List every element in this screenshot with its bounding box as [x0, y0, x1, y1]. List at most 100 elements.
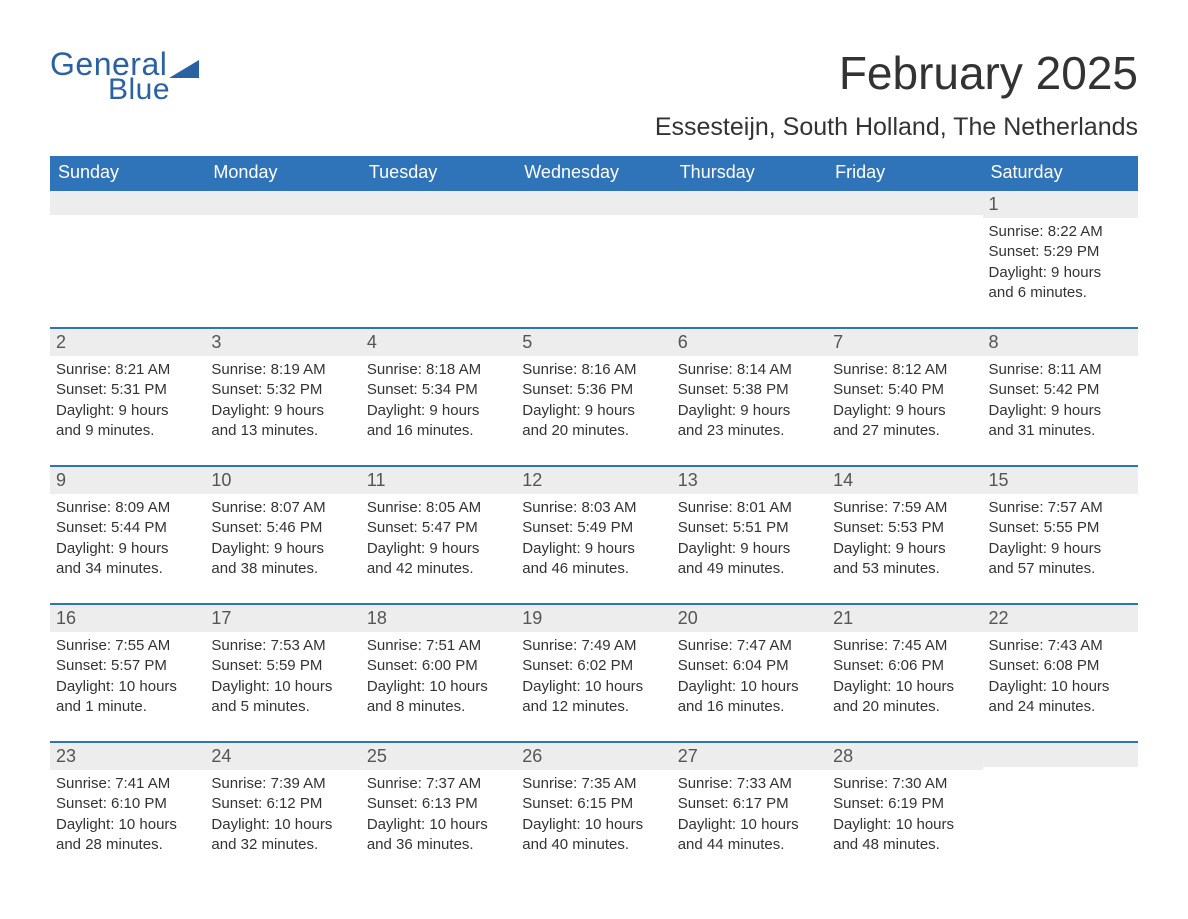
day-cell [361, 189, 516, 327]
day-details [50, 215, 205, 311]
day-number: 22 [983, 603, 1138, 632]
day-daylight1: Daylight: 10 hours [678, 677, 821, 697]
day-cell: 21Sunrise: 7:45 AMSunset: 6:06 PMDayligh… [827, 603, 982, 741]
col-header-monday: Monday [205, 156, 360, 189]
day-number: 21 [827, 603, 982, 632]
day-daylight2: and 27 minutes. [833, 421, 976, 441]
day-number: 2 [50, 327, 205, 356]
day-number: 14 [827, 465, 982, 494]
day-number: 16 [50, 603, 205, 632]
day-daylight1: Daylight: 9 hours [367, 401, 510, 421]
day-cell: 13Sunrise: 8:01 AMSunset: 5:51 PMDayligh… [672, 465, 827, 603]
day-number: 1 [983, 189, 1138, 218]
day-daylight2: and 31 minutes. [989, 421, 1132, 441]
day-details: Sunrise: 8:16 AMSunset: 5:36 PMDaylight:… [516, 356, 671, 465]
day-cell: 25Sunrise: 7:37 AMSunset: 6:13 PMDayligh… [361, 741, 516, 879]
day-cell: 27Sunrise: 7:33 AMSunset: 6:17 PMDayligh… [672, 741, 827, 879]
day-daylight1: Daylight: 9 hours [678, 401, 821, 421]
day-daylight2: and 57 minutes. [989, 559, 1132, 579]
day-cell [672, 189, 827, 327]
col-header-tuesday: Tuesday [361, 156, 516, 189]
day-number: 27 [672, 741, 827, 770]
day-details: Sunrise: 8:01 AMSunset: 5:51 PMDaylight:… [672, 494, 827, 603]
day-cell: 15Sunrise: 7:57 AMSunset: 5:55 PMDayligh… [983, 465, 1138, 603]
day-number: 11 [361, 465, 516, 494]
day-number [672, 189, 827, 215]
day-cell: 23Sunrise: 7:41 AMSunset: 6:10 PMDayligh… [50, 741, 205, 879]
day-cell: 5Sunrise: 8:16 AMSunset: 5:36 PMDaylight… [516, 327, 671, 465]
day-sunrise: Sunrise: 7:33 AM [678, 774, 821, 794]
day-sunset: Sunset: 5:31 PM [56, 380, 199, 400]
day-number: 15 [983, 465, 1138, 494]
day-number: 17 [205, 603, 360, 632]
day-number [983, 741, 1138, 767]
day-details: Sunrise: 7:51 AMSunset: 6:00 PMDaylight:… [361, 632, 516, 741]
day-number [50, 189, 205, 215]
day-details [205, 215, 360, 311]
day-sunset: Sunset: 6:06 PM [833, 656, 976, 676]
day-daylight2: and 28 minutes. [56, 835, 199, 855]
day-sunrise: Sunrise: 8:19 AM [211, 360, 354, 380]
day-sunrise: Sunrise: 8:09 AM [56, 498, 199, 518]
day-cell [205, 189, 360, 327]
day-daylight2: and 48 minutes. [833, 835, 976, 855]
day-daylight1: Daylight: 10 hours [367, 815, 510, 835]
day-number [361, 189, 516, 215]
day-daylight2: and 42 minutes. [367, 559, 510, 579]
day-details: Sunrise: 8:07 AMSunset: 5:46 PMDaylight:… [205, 494, 360, 603]
day-cell: 18Sunrise: 7:51 AMSunset: 6:00 PMDayligh… [361, 603, 516, 741]
day-cell: 24Sunrise: 7:39 AMSunset: 6:12 PMDayligh… [205, 741, 360, 879]
day-sunrise: Sunrise: 7:57 AM [989, 498, 1132, 518]
calendar-body: 1Sunrise: 8:22 AMSunset: 5:29 PMDaylight… [50, 189, 1138, 879]
day-sunset: Sunset: 5:51 PM [678, 518, 821, 538]
day-number: 25 [361, 741, 516, 770]
day-number: 28 [827, 741, 982, 770]
day-daylight1: Daylight: 10 hours [367, 677, 510, 697]
day-daylight1: Daylight: 9 hours [56, 539, 199, 559]
day-daylight2: and 5 minutes. [211, 697, 354, 717]
day-cell: 11Sunrise: 8:05 AMSunset: 5:47 PMDayligh… [361, 465, 516, 603]
calendar-table: Sunday Monday Tuesday Wednesday Thursday… [50, 156, 1138, 879]
day-daylight2: and 12 minutes. [522, 697, 665, 717]
day-daylight1: Daylight: 10 hours [211, 815, 354, 835]
day-sunset: Sunset: 5:47 PM [367, 518, 510, 538]
day-details: Sunrise: 7:35 AMSunset: 6:15 PMDaylight:… [516, 770, 671, 879]
day-sunrise: Sunrise: 8:22 AM [989, 222, 1132, 242]
day-sunrise: Sunrise: 8:21 AM [56, 360, 199, 380]
day-daylight1: Daylight: 10 hours [989, 677, 1132, 697]
day-details: Sunrise: 8:19 AMSunset: 5:32 PMDaylight:… [205, 356, 360, 465]
day-sunset: Sunset: 6:02 PM [522, 656, 665, 676]
day-sunrise: Sunrise: 8:07 AM [211, 498, 354, 518]
day-details: Sunrise: 7:59 AMSunset: 5:53 PMDaylight:… [827, 494, 982, 603]
day-sunset: Sunset: 6:19 PM [833, 794, 976, 814]
day-cell [50, 189, 205, 327]
day-details: Sunrise: 7:30 AMSunset: 6:19 PMDaylight:… [827, 770, 982, 879]
day-daylight2: and 16 minutes. [367, 421, 510, 441]
day-sunset: Sunset: 6:15 PM [522, 794, 665, 814]
day-cell: 6Sunrise: 8:14 AMSunset: 5:38 PMDaylight… [672, 327, 827, 465]
day-daylight2: and 6 minutes. [989, 283, 1132, 303]
day-cell: 3Sunrise: 8:19 AMSunset: 5:32 PMDaylight… [205, 327, 360, 465]
week-row: 9Sunrise: 8:09 AMSunset: 5:44 PMDaylight… [50, 465, 1138, 603]
day-daylight1: Daylight: 9 hours [522, 539, 665, 559]
day-cell: 1Sunrise: 8:22 AMSunset: 5:29 PMDaylight… [983, 189, 1138, 327]
day-sunrise: Sunrise: 8:18 AM [367, 360, 510, 380]
day-cell: 8Sunrise: 8:11 AMSunset: 5:42 PMDaylight… [983, 327, 1138, 465]
day-details [516, 215, 671, 311]
day-daylight1: Daylight: 9 hours [989, 539, 1132, 559]
day-cell: 16Sunrise: 7:55 AMSunset: 5:57 PMDayligh… [50, 603, 205, 741]
day-sunrise: Sunrise: 8:03 AM [522, 498, 665, 518]
day-number: 7 [827, 327, 982, 356]
day-number: 8 [983, 327, 1138, 356]
day-sunset: Sunset: 5:34 PM [367, 380, 510, 400]
location-subtitle: Essesteijn, South Holland, The Netherlan… [50, 113, 1138, 142]
day-daylight1: Daylight: 9 hours [211, 539, 354, 559]
day-cell: 26Sunrise: 7:35 AMSunset: 6:15 PMDayligh… [516, 741, 671, 879]
day-sunrise: Sunrise: 7:45 AM [833, 636, 976, 656]
header-row: General Blue February 2025 [50, 46, 1138, 107]
day-details: Sunrise: 7:39 AMSunset: 6:12 PMDaylight:… [205, 770, 360, 879]
day-sunset: Sunset: 5:59 PM [211, 656, 354, 676]
col-header-sunday: Sunday [50, 156, 205, 189]
day-sunrise: Sunrise: 8:01 AM [678, 498, 821, 518]
day-daylight1: Daylight: 9 hours [678, 539, 821, 559]
